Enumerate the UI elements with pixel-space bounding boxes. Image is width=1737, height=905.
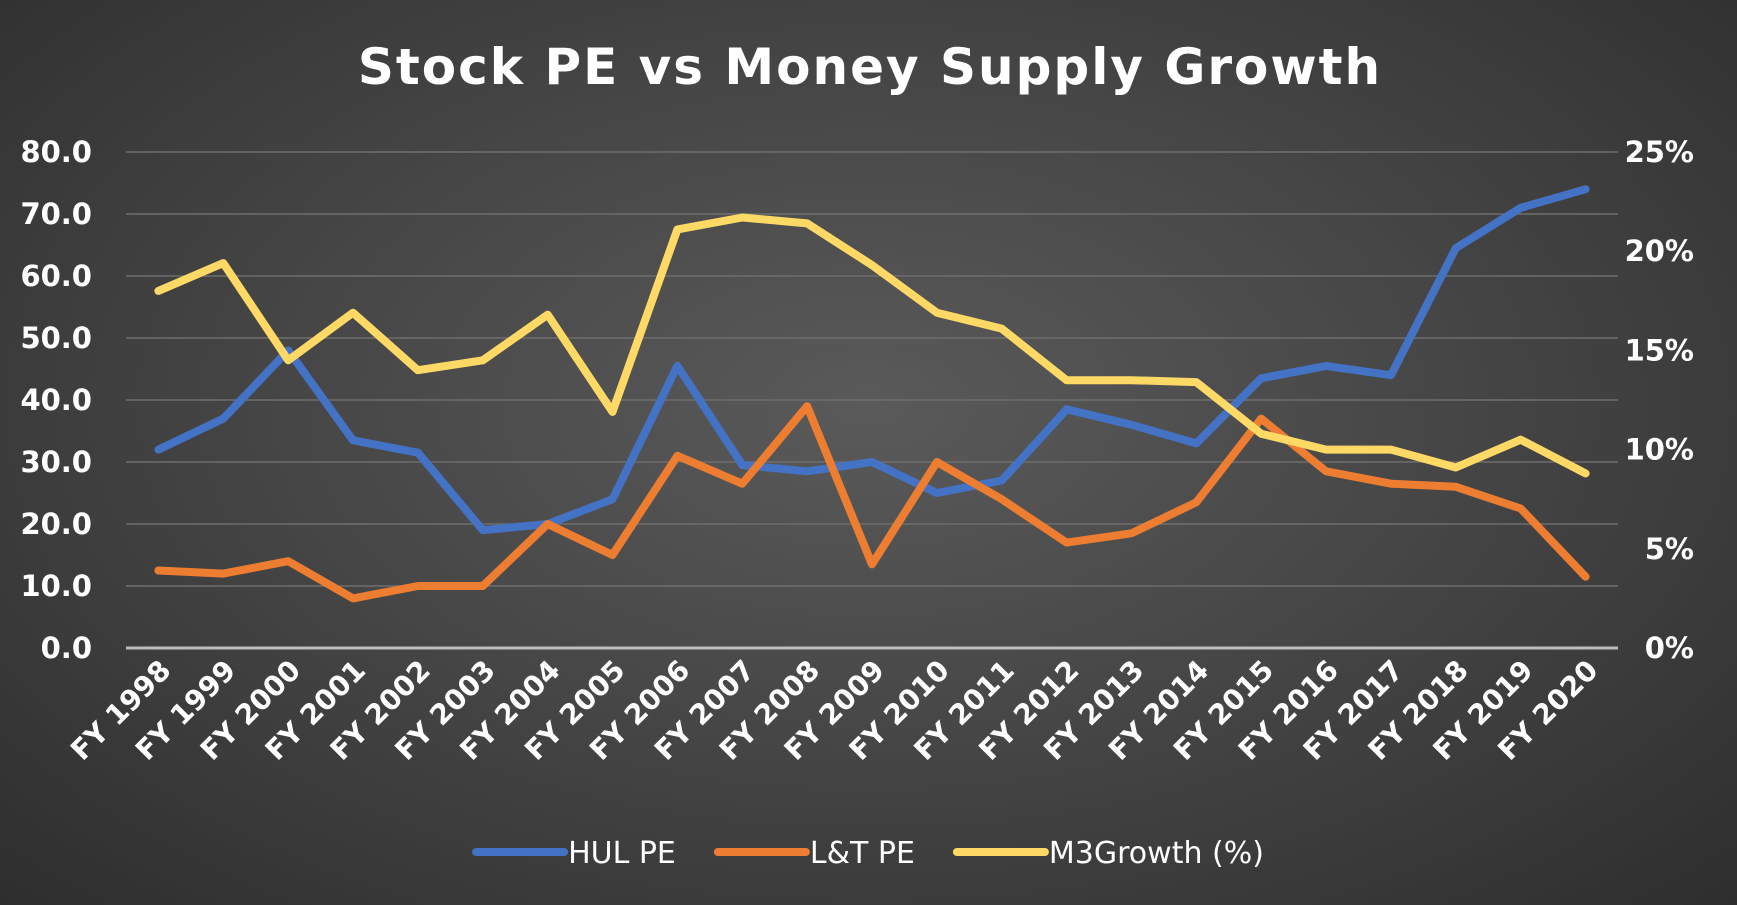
data-point [676,228,678,230]
data-point [352,312,354,314]
data-point [547,314,549,316]
data-point [1455,466,1457,468]
data-point [1325,365,1327,367]
data-point [871,461,873,463]
y-left-tick-label: 0.0 [41,631,92,665]
gridlines [126,151,1618,650]
data-point [157,570,159,571]
data-point [1390,449,1392,451]
data-point [417,452,419,454]
y-right-tick-label: 15% [1625,333,1694,367]
y-right-tick-label: 5% [1645,532,1694,566]
data-point [612,411,614,413]
data-point [871,264,873,266]
data-point [1520,207,1522,209]
data-point [1001,498,1003,500]
data-point [287,560,289,562]
data-point [676,455,678,457]
data-point [1001,480,1003,482]
y-left-tick-label: 40.0 [20,383,92,417]
data-point [806,222,808,224]
data-point [741,216,743,218]
data-point [1260,377,1262,379]
data-point [157,449,159,451]
legend-label: M3Growth (%) [1049,836,1264,871]
y-left-tick-label: 60.0 [20,259,92,293]
data-point [287,359,289,361]
data-point [1520,508,1522,509]
data-point [1585,472,1587,474]
data-point [222,573,224,575]
series-lines [154,185,1590,603]
y-left-tick-label: 20.0 [20,507,92,541]
legend-label: HUL PE [568,836,676,871]
data-point [806,470,808,472]
data-point [1455,247,1457,249]
data-point [1001,328,1003,330]
data-point [1195,501,1197,503]
y-right-tick-label: 0% [1645,631,1694,665]
y-left-tick-label: 50.0 [20,321,92,355]
data-point [1260,418,1262,420]
data-point [482,585,484,587]
data-point [1390,374,1392,376]
data-point [1260,433,1262,435]
data-point [1325,470,1327,472]
data-point [676,365,678,367]
data-point [222,262,224,264]
y-left-tick-label: 80.0 [20,135,92,169]
data-point [157,290,159,292]
y-right-tick-label: 10% [1625,433,1694,467]
y-left-tick-label: 30.0 [20,445,92,479]
data-point [1066,542,1068,544]
data-point [417,585,419,587]
y-left-tick-label: 10.0 [20,569,92,603]
y-left-tick-label: 70.0 [20,197,92,231]
data-point [482,529,484,531]
data-point [871,563,873,565]
data-point [806,405,808,407]
y-right-tick-label: 20% [1625,234,1694,268]
data-point [612,498,614,500]
data-point [287,349,289,351]
data-point [1066,379,1068,381]
data-point [1325,449,1327,451]
data-point [1585,188,1587,190]
data-point [1130,379,1132,381]
data-point [352,597,354,599]
data-point [482,359,484,361]
data-point [741,483,743,485]
series-line [154,213,1590,478]
data-point [1195,381,1197,383]
data-point [1520,439,1522,441]
data-point [1195,442,1197,444]
data-point [936,312,938,314]
legend: HUL PE L&T PE M3Growth (%) [472,836,1264,871]
data-point [936,461,938,463]
data-point [417,369,419,371]
data-point [547,523,549,525]
legend-label: L&T PE [810,836,915,871]
data-point [1066,408,1068,410]
data-point [936,492,938,494]
chart-title: Stock PE vs Money Supply Growth [358,38,1382,96]
data-point [741,464,743,466]
data-point [1455,486,1457,488]
data-point [352,439,354,441]
data-point [1585,576,1587,578]
y-right-tick-label: 25% [1625,135,1694,169]
data-point [612,554,614,556]
data-point [222,418,224,420]
data-point [1390,483,1392,485]
series-line [154,402,1590,603]
data-point [1130,424,1132,426]
axes: 0.0 10.0 20.0 30.0 40.0 50.0 60.0 70.0 80.0 0% 5% 1… [20,135,1694,767]
data-point [1130,532,1132,534]
